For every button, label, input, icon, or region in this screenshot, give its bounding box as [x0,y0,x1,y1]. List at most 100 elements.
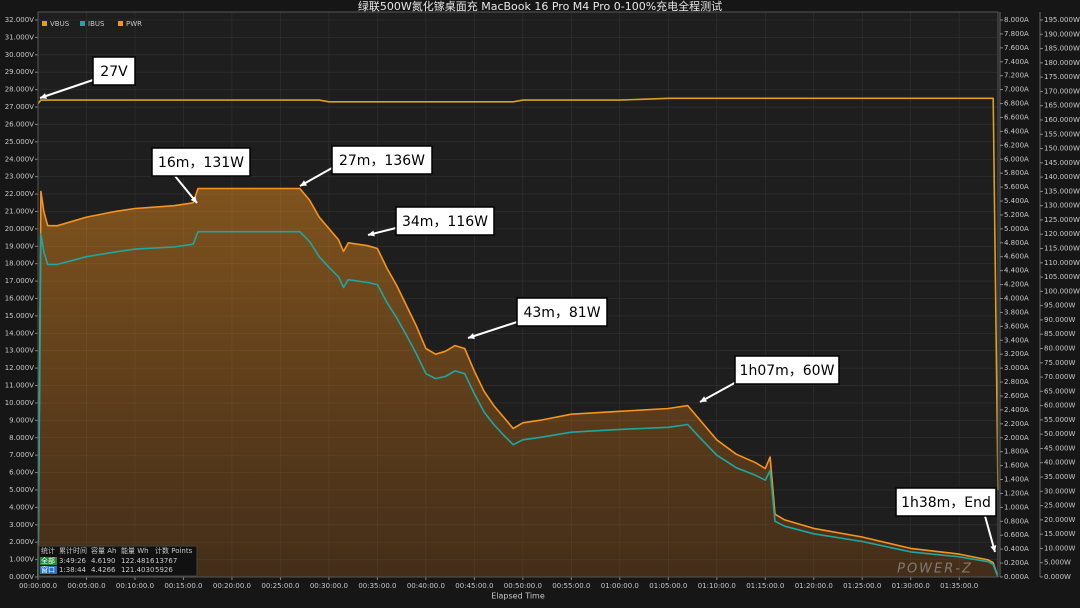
y-tick-label: 1.800A [1004,448,1029,456]
x-tick-label: 00:55:00.0 [552,582,590,590]
y-tick-label: 2.400A [1004,406,1029,414]
x-tick-label: 00:00:00.0 [19,582,57,590]
x-tick-label: 00:10:00.0 [116,582,154,590]
x-tick-label: 00:50:00.0 [504,582,542,590]
table-cell: 3:49:26 [59,557,87,565]
annotation-box [395,206,495,236]
x-tick-label: 01:10:00.0 [698,582,736,590]
y-tick-label: 0.200A [1004,559,1029,567]
y-tick-label: 4.000A [1004,295,1029,303]
y-tick-label: 1.000A [1004,503,1029,511]
annotation-arrowhead [468,333,475,339]
y-tick-label: 170.000W [1044,87,1080,95]
annotation-arrowhead [368,230,375,237]
y-tick-label: 13.000V [5,347,34,355]
x-tick-label: 00:05:00.0 [67,582,105,590]
y-tick-label: 4.600A [1004,253,1029,261]
y-tick-label: 5.000V [9,486,34,494]
y-tick-label: 3.800A [1004,308,1029,316]
y-tick-label: 0.000W [1044,573,1071,581]
legend-swatch [118,21,123,26]
y-tick-label: 30.000W [1044,487,1075,495]
y-tick-label: 5.200A [1004,211,1029,219]
chart-title: 绿联500W氮化镓桌面充 MacBook 16 Pro M4 Pro 0-100… [358,0,722,13]
annotation-arrowhead [190,196,197,203]
y-tick-label: 165.000W [1044,102,1080,110]
table-cell: 121.4030 [121,566,154,574]
x-tick-label: 00:15:00.0 [164,582,202,590]
y-tick-label: 4.200A [1004,281,1029,289]
y-tick-label: 90.000W [1044,316,1075,324]
stats-table-bg [38,545,198,577]
annotation: 1h07m，60W [740,363,835,379]
y-tick-label: 155.000W [1044,130,1080,138]
y-tick-label: 105.000W [1044,273,1080,281]
y-tick-label: 115.000W [1044,245,1080,253]
table-header: 计数 Points [155,546,193,555]
y-tick-label: 110.000W [1044,259,1080,267]
y-tick-label: 8.000V [9,434,34,442]
annotation-arrowhead [990,545,997,552]
y-tick-label: 18.000V [5,260,34,268]
annotation-box [331,145,433,175]
y-tick-label: 35.000W [1044,473,1075,481]
annotation: 27V [100,64,128,80]
y-tick-label: 3.400A [1004,336,1029,344]
y-tick-label: 195.000W [1044,16,1080,24]
annotation: 1h38m，End [901,495,991,511]
series-line [37,230,999,578]
y-tick-label: 145.000W [1044,159,1080,167]
y-tick-label: 95.000W [1044,302,1075,310]
table-cell: 122.4816 [121,557,155,565]
y-tick-label: 130.000W [1044,202,1080,210]
y-tick-label: 9.000V [9,416,34,424]
annotation-arrow [699,379,741,403]
annotation: 16m，131W [158,155,244,171]
y-tick-label: 26.000V [5,120,34,128]
y-tick-label: 25.000V [5,138,34,146]
x-tick-label: 00:35:00.0 [358,582,396,590]
y-tick-label: 120.000W [1044,230,1080,238]
y-tick-label: 22.000V [5,190,34,198]
table-cell: 窗口 [41,565,55,574]
y-tick-label: 8.000A [1004,16,1029,24]
y-tick-label: 27.000V [5,103,34,111]
annotation-arrowhead [700,396,707,402]
y-tick-label: 7.600A [1004,44,1029,52]
y-tick-label: 6.000V [9,469,34,477]
table-cell: 4.6190 [91,557,116,565]
legend-label: VBUS [50,20,70,28]
x-tick-label: 00:20:00.0 [213,582,251,590]
table-cell: 13767 [155,557,177,565]
legend-swatch [80,21,85,26]
y-tick-label: 175.000W [1044,73,1080,81]
y-tick-label: 20.000V [5,225,34,233]
y-tick-label: 7.200A [1004,72,1029,80]
legend-label: IBUS [88,20,105,28]
y-tick-label: 23.000V [5,173,34,181]
annotation-box [151,147,251,177]
annotation-box [895,487,997,517]
y-tick-label: 12.000V [5,364,34,372]
y-tick-label: 4.000V [9,503,34,511]
legend-swatch [42,21,47,26]
annotation-box [734,355,840,385]
y-tick-label: 24.000V [5,155,34,163]
x-tick-label: 00:40:00.0 [407,582,445,590]
x-tick-label: 01:15:00.0 [746,582,784,590]
y-tick-label: 21.000V [5,207,34,215]
table-cell: 1:38:44 [59,566,87,574]
table-header: 累计时间 [59,546,87,555]
y-tick-label: 11.000V [5,382,34,390]
table-cell: 5926 [155,566,173,574]
series-line [37,97,999,491]
y-tick-label: 40.000W [1044,459,1075,467]
y-tick-label: 5.600A [1004,183,1029,191]
y-tick-label: 31.000V [5,33,34,41]
y-tick-label: 5.400A [1004,197,1029,205]
y-tick-label: 2.000V [9,538,34,546]
y-tick-label: 0.600A [1004,531,1029,539]
y-tick-label: 7.000A [1004,86,1029,94]
y-tick-label: 19.000V [5,242,34,250]
